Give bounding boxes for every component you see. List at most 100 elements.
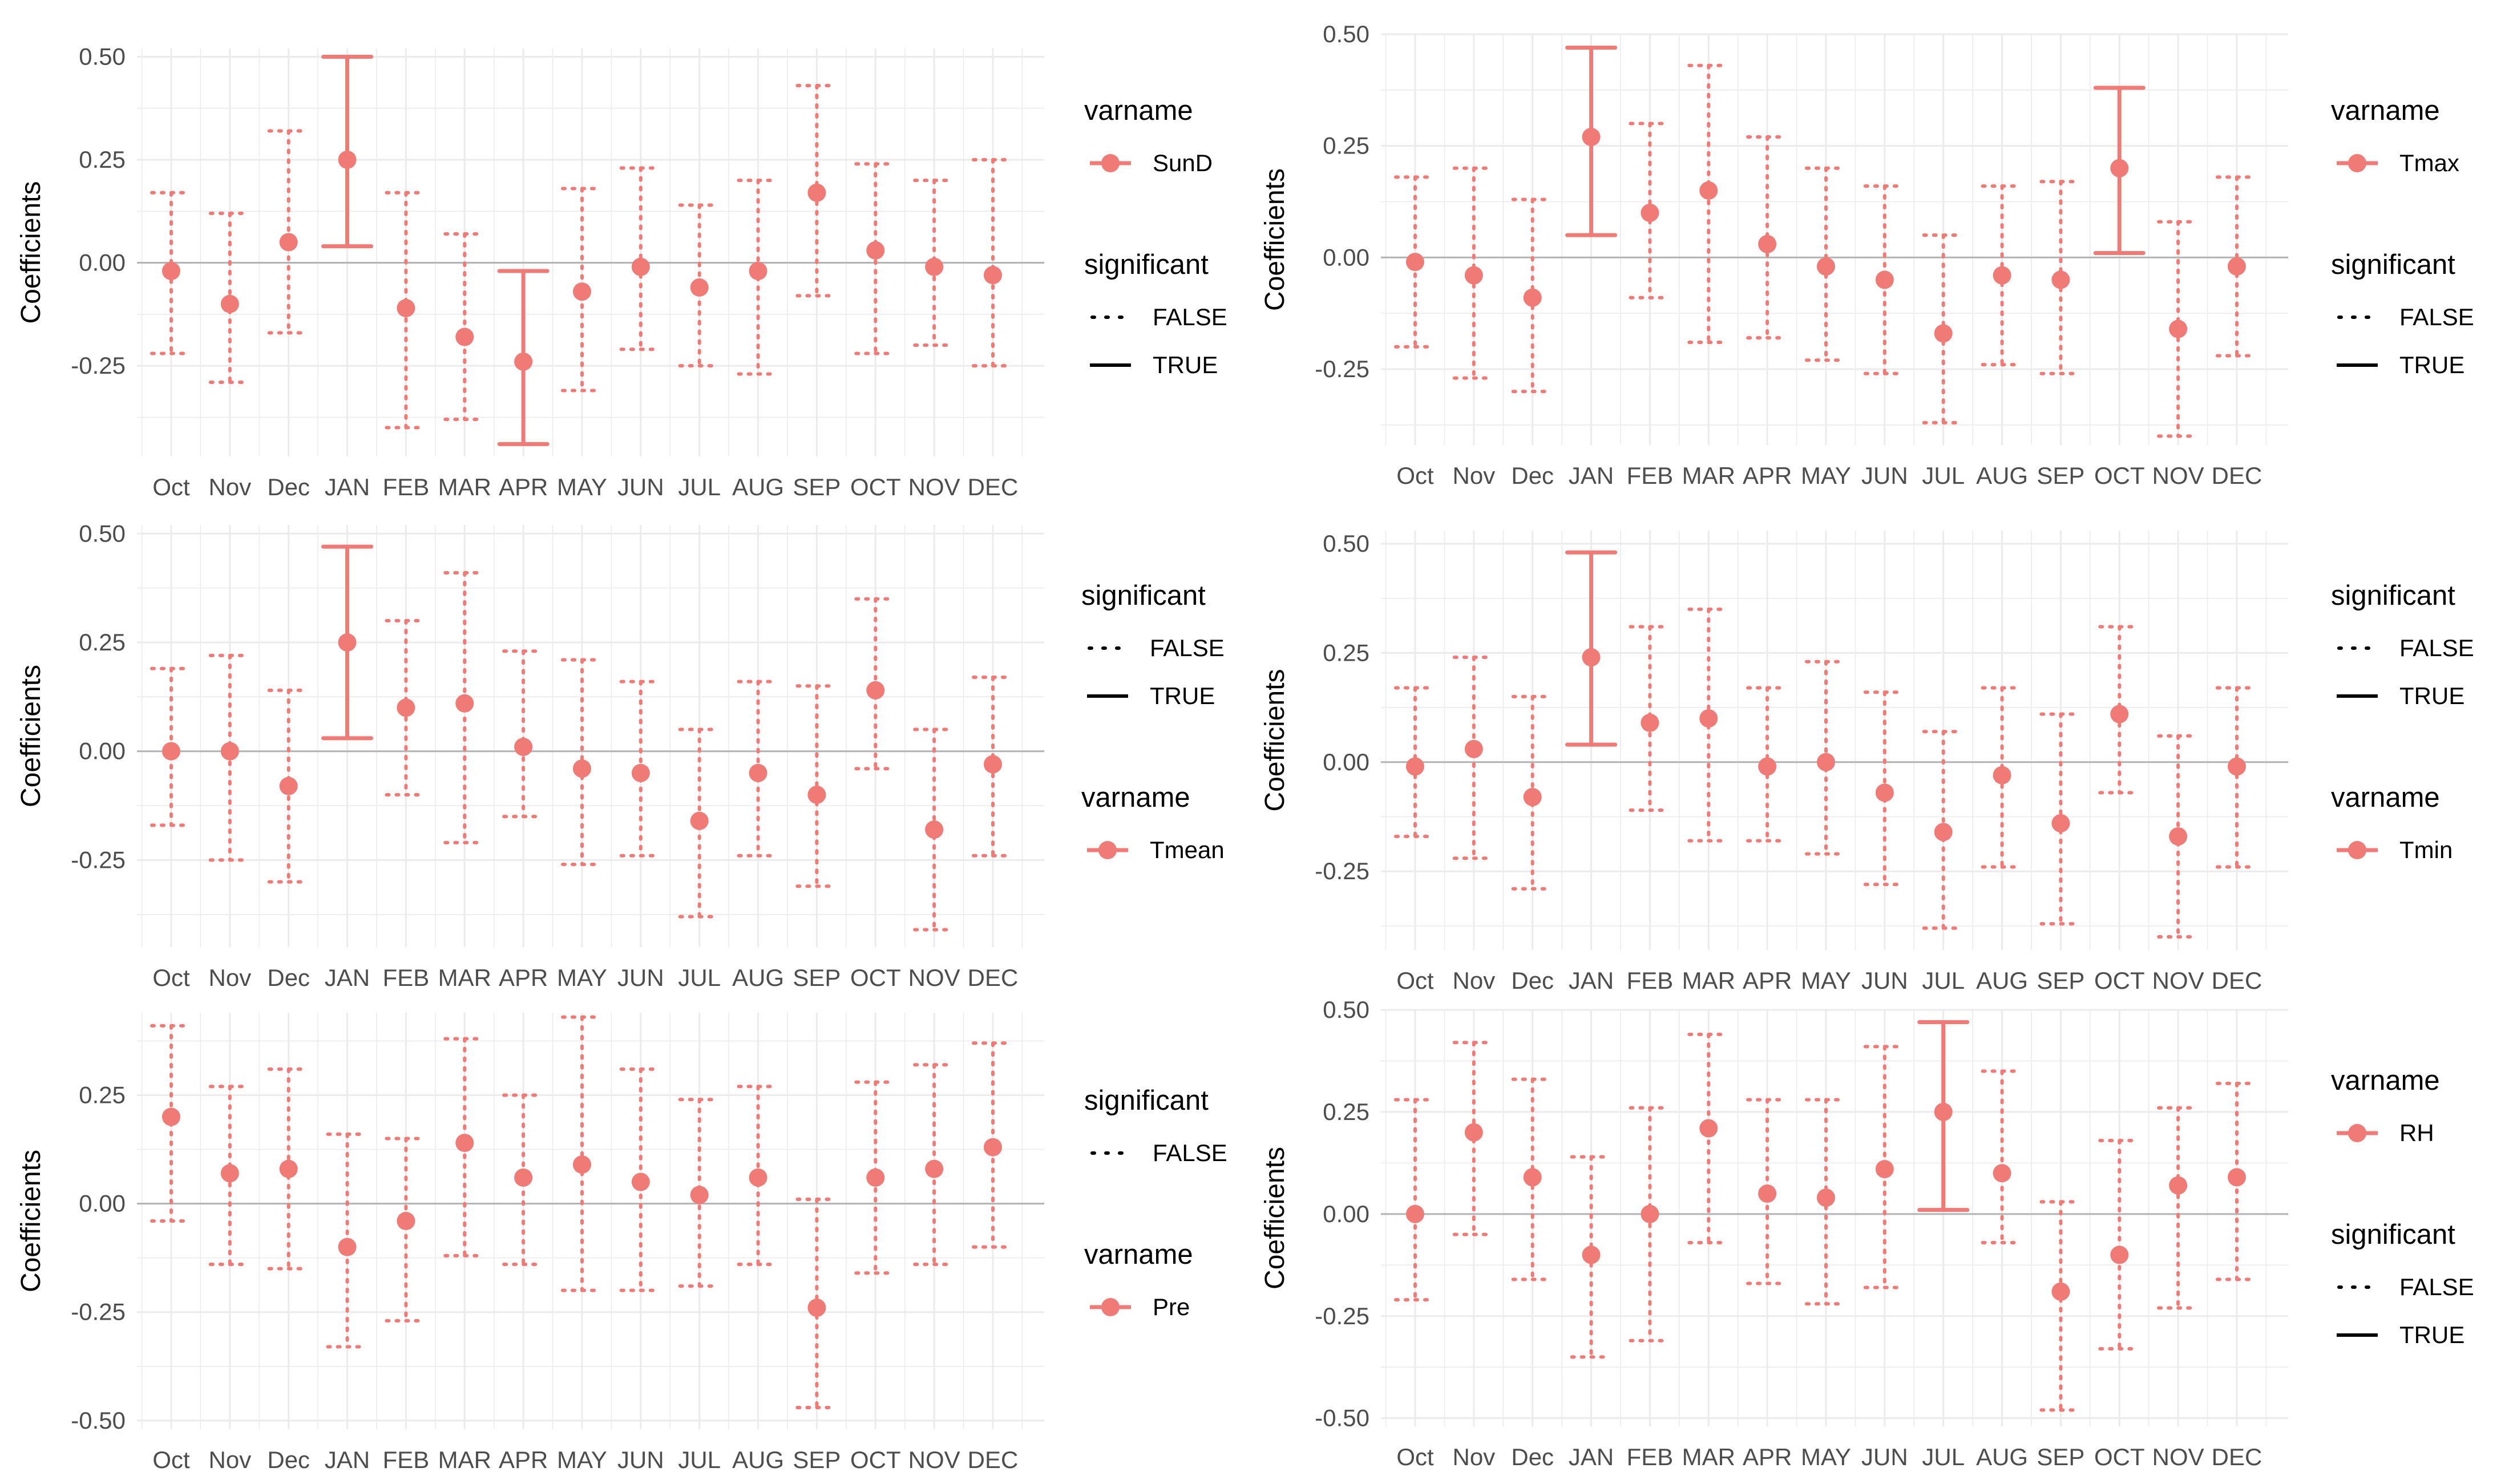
panel-tmean: -0.25 0.00 0.25 0.50 Oct Nov Dec JAN FEB MAR APR MA…	[16, 520, 1225, 991]
data-point	[1699, 1119, 1718, 1138]
y-tick-label: 0.50	[1323, 996, 1369, 1023]
y-tick-label: 0.00	[79, 249, 126, 276]
error-bar	[1687, 1032, 1730, 1244]
data-point	[162, 262, 180, 280]
x-tick-label: OCT	[2094, 462, 2145, 489]
data-point	[1993, 1164, 2011, 1183]
data-point	[338, 1238, 357, 1256]
legend: significant FALSE varname Pre	[1084, 1085, 1227, 1320]
data-point	[749, 262, 767, 280]
data-point	[631, 257, 650, 276]
x-tick-label: JUN	[617, 1446, 664, 1473]
gridlines	[1381, 1009, 2288, 1426]
error-bar	[502, 649, 545, 819]
data-point	[1934, 324, 1953, 343]
y-tick-label: 0.50	[1323, 530, 1369, 557]
x-tick-label: SEP	[2037, 967, 2084, 994]
data-point	[1699, 709, 1718, 728]
data-point	[2169, 1176, 2188, 1195]
error-bar	[913, 179, 956, 347]
data-point	[1464, 266, 1483, 285]
legend-label: TRUE	[2399, 1321, 2464, 1348]
data-point	[1934, 1102, 1953, 1121]
data-point	[279, 1159, 298, 1178]
error-bar	[267, 129, 310, 335]
legend-title: significant	[1084, 249, 1209, 280]
data-point	[220, 294, 239, 313]
x-tick-label: JUL	[678, 1446, 721, 1473]
data-point	[397, 698, 415, 717]
x-tick-label: Dec	[1511, 967, 1554, 994]
x-tick-label: JUL	[678, 964, 721, 991]
panel-sund: -0.25 0.00 0.25 0.50 Oct Nov Dec JAN FEB MAR APR MA…	[16, 43, 1227, 500]
data-point	[2051, 814, 2070, 832]
x-tick-label: DEC	[2212, 967, 2262, 994]
data-point	[1993, 266, 2011, 285]
data-point	[1758, 757, 1777, 776]
error-bar	[2157, 1106, 2200, 1310]
y-tick-label: -0.25	[1315, 858, 1369, 884]
x-tick-label: Nov	[209, 964, 252, 991]
error-bar	[208, 653, 251, 862]
data-point	[1406, 757, 1424, 776]
data-point	[1464, 739, 1483, 758]
data-point	[220, 1164, 239, 1183]
legend-label: Tmax	[2399, 149, 2459, 176]
error-bar	[1629, 625, 1671, 812]
legend-key-point	[2348, 841, 2366, 859]
data-point	[1817, 257, 1835, 276]
data-point	[573, 282, 591, 301]
y-tick-label: -0.25	[71, 846, 126, 873]
data-point	[1523, 1168, 1542, 1187]
y-tick-label: 0.25	[79, 146, 126, 173]
x-tick-label: FEB	[1627, 1443, 1674, 1470]
x-tick-label: Dec	[1511, 462, 1554, 489]
x-tick-label: FEB	[1627, 967, 1674, 994]
x-tick-label: JAN	[1569, 1443, 1614, 1470]
x-tick-label: JAN	[1569, 462, 1614, 489]
data-point	[455, 694, 474, 713]
x-tick-label: MAY	[557, 474, 607, 500]
x-tick-label: AUG	[1976, 967, 2028, 994]
data-point	[690, 1186, 709, 1204]
data-point	[749, 763, 767, 782]
y-axis-label: Coefficients	[16, 1150, 46, 1292]
error-bar	[561, 658, 603, 867]
gridlines	[1381, 33, 2288, 445]
data-point	[1406, 253, 1424, 272]
y-tick-label: 0.50	[79, 520, 126, 547]
x-tick-label: AUG	[732, 474, 784, 500]
y-axis-label: Coefficients	[16, 665, 46, 807]
data-point	[279, 233, 298, 252]
x-tick-label: JUL	[1922, 1443, 1965, 1470]
data-point	[2169, 827, 2188, 846]
data-point	[2110, 159, 2129, 177]
x-tick-label: JUN	[1861, 462, 1908, 489]
legend-key-point	[1098, 841, 1117, 859]
x-tick-label: Oct	[152, 1446, 190, 1473]
x-tick-label: NOV	[908, 964, 960, 991]
error-bar	[443, 232, 486, 421]
data-point	[2110, 705, 2129, 723]
x-tick-label: MAY	[1801, 1443, 1851, 1470]
x-tick-label: APR	[499, 474, 548, 500]
data-point	[1758, 234, 1777, 253]
data-point	[1817, 753, 1835, 771]
x-tick-label: JUL	[678, 474, 721, 500]
x-tick-label: Nov	[1453, 967, 1496, 994]
data-point	[220, 742, 239, 761]
legend-title: significant	[2331, 1219, 2455, 1250]
x-tick-label: MAY	[557, 1446, 607, 1473]
data-point	[1523, 288, 1542, 307]
x-tick-label: OCT	[850, 1446, 901, 1473]
legend-key-point	[2348, 1124, 2366, 1142]
y-tick-label: 0.25	[79, 1081, 126, 1108]
x-tick-label: SEP	[793, 1446, 841, 1473]
legend-key-point	[1101, 1298, 1120, 1316]
x-tick-label: SEP	[793, 964, 841, 991]
error-bar	[1394, 175, 1436, 349]
data-point	[573, 1155, 591, 1174]
x-tick-label: MAR	[1682, 1443, 1735, 1470]
x-tick-label: NOV	[908, 474, 960, 500]
x-tick-label: MAR	[438, 1446, 491, 1473]
